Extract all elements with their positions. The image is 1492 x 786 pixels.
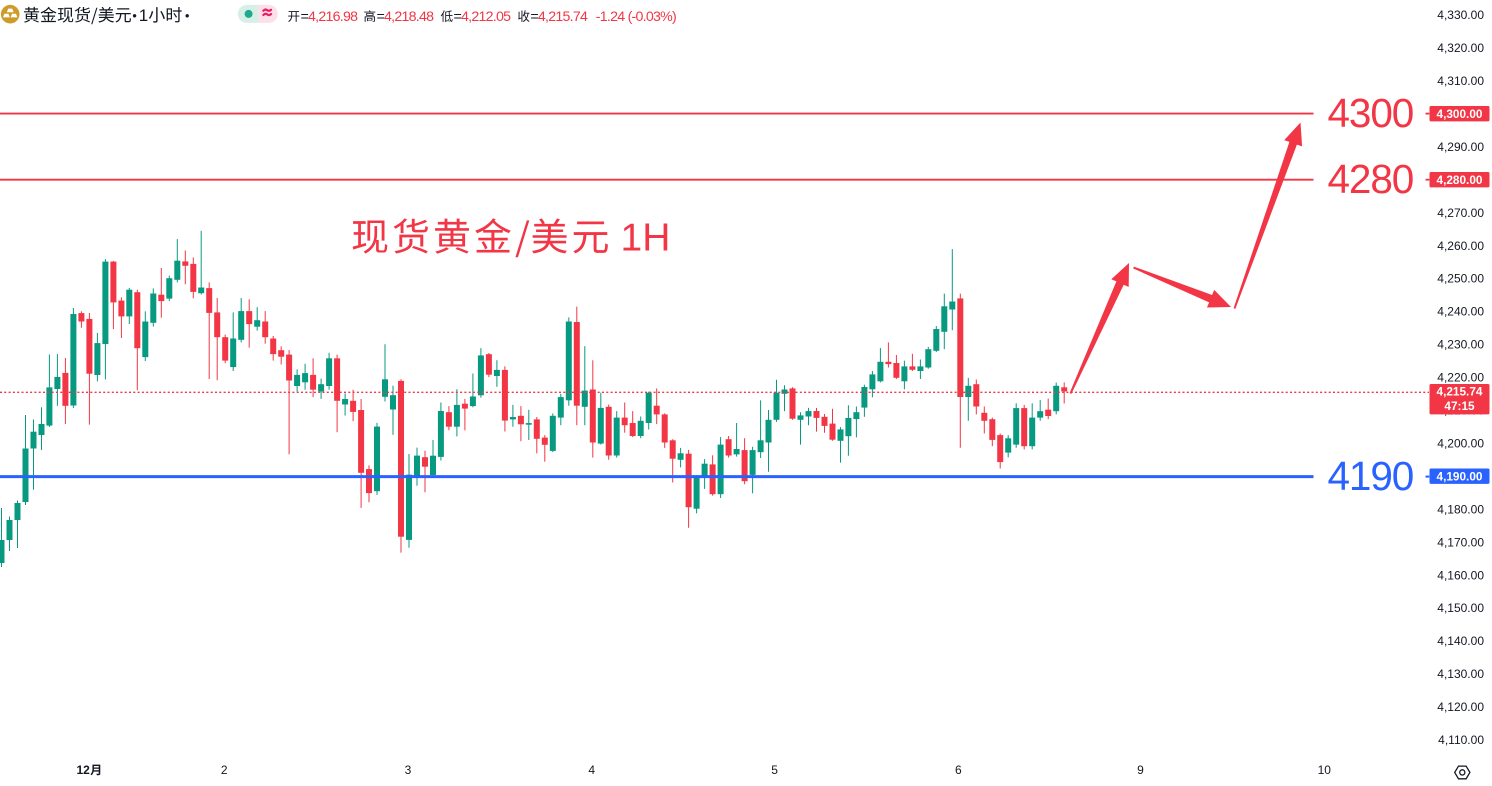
- svg-text:3: 3: [405, 763, 412, 777]
- svg-text:4: 4: [588, 763, 595, 777]
- svg-text:4,190.00: 4,190.00: [1437, 469, 1483, 483]
- svg-text:4,320.00: 4,320.00: [1437, 41, 1484, 55]
- svg-text:4,140.00: 4,140.00: [1437, 634, 1484, 648]
- svg-text:12: 12: [77, 763, 91, 777]
- svg-text:4,220.00: 4,220.00: [1437, 371, 1484, 385]
- svg-text:4,170.00: 4,170.00: [1437, 535, 1484, 549]
- svg-text:=: =: [377, 9, 385, 25]
- svg-text:4,215.74: 4,215.74: [538, 9, 588, 25]
- svg-text:4,240.00: 4,240.00: [1437, 305, 1484, 319]
- svg-text:4,310.00: 4,310.00: [1437, 74, 1484, 88]
- svg-text:4,260.00: 4,260.00: [1437, 239, 1484, 253]
- svg-text:4,110.00: 4,110.00: [1438, 733, 1484, 747]
- svg-text:4,160.00: 4,160.00: [1437, 568, 1484, 582]
- svg-text:4,150.00: 4,150.00: [1437, 601, 1484, 615]
- svg-text:4,270.00: 4,270.00: [1437, 206, 1484, 220]
- svg-text:4,218.48: 4,218.48: [384, 9, 434, 25]
- svg-text:2: 2: [221, 763, 228, 777]
- svg-text:5: 5: [771, 763, 778, 777]
- svg-text:4,250.00: 4,250.00: [1437, 272, 1484, 286]
- svg-text:47:15: 47:15: [1444, 399, 1475, 413]
- svg-text:6: 6: [955, 763, 962, 777]
- svg-text:4,330.00: 4,330.00: [1437, 8, 1484, 22]
- svg-text:4,230.00: 4,230.00: [1437, 338, 1484, 352]
- svg-text:4,180.00: 4,180.00: [1437, 502, 1484, 516]
- svg-text:=: =: [454, 9, 462, 25]
- svg-text:4,120.00: 4,120.00: [1437, 700, 1484, 714]
- svg-text:=: =: [530, 9, 538, 25]
- svg-text:4,215.74: 4,215.74: [1437, 385, 1483, 399]
- svg-text:4,216.98: 4,216.98: [308, 9, 358, 25]
- svg-text:1H: 1H: [621, 217, 671, 260]
- svg-text:4,130.00: 4,130.00: [1437, 667, 1484, 681]
- svg-text:4300: 4300: [1328, 90, 1414, 136]
- svg-text:9: 9: [1137, 763, 1144, 777]
- svg-text:4,200.00: 4,200.00: [1437, 436, 1484, 450]
- svg-text:4,212.05: 4,212.05: [461, 9, 511, 25]
- svg-text:4,280.00: 4,280.00: [1437, 173, 1483, 187]
- svg-text:4,300.00: 4,300.00: [1437, 107, 1483, 121]
- svg-text:1: 1: [139, 6, 148, 25]
- svg-text:4190: 4190: [1328, 453, 1414, 499]
- svg-text:4280: 4280: [1328, 156, 1414, 202]
- svg-text:=: =: [301, 9, 309, 25]
- svg-text:-1.24 (-0.03%): -1.24 (-0.03%): [596, 9, 676, 25]
- svg-text:4,290.00: 4,290.00: [1437, 140, 1484, 154]
- svg-text:10: 10: [1318, 763, 1332, 777]
